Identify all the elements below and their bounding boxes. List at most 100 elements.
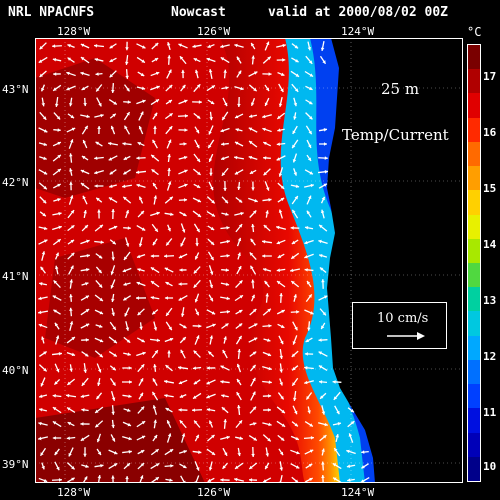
current-vector-head: [52, 436, 56, 440]
current-vector-head: [85, 295, 89, 299]
current-vector-head: [69, 368, 73, 372]
current-vector-head: [178, 282, 182, 286]
current-vector-head: [308, 463, 313, 468]
current-vector-head: [206, 57, 211, 62]
current-vector-head: [263, 156, 267, 160]
current-vector-head: [207, 44, 212, 48]
current-vector-head: [323, 295, 328, 299]
current-vector-head: [276, 240, 281, 245]
current-vector-head: [323, 128, 327, 132]
current-vector-head: [68, 452, 72, 457]
current-vector-head: [209, 420, 213, 424]
current-vector-head: [249, 252, 254, 256]
current-vector-head: [321, 475, 325, 479]
model-title: NRL NPACNFS: [8, 5, 95, 20]
colorbar-segment: [468, 69, 480, 94]
current-vector-head: [150, 295, 154, 300]
current-vector-head: [83, 453, 87, 457]
current-vector-head: [170, 212, 174, 217]
current-vector-head: [140, 450, 145, 454]
current-vector-head: [86, 253, 90, 258]
current-vector-head: [80, 43, 85, 48]
current-vector-head: [267, 56, 271, 61]
current-vector-head: [195, 129, 200, 134]
lat-label: 43°N: [2, 83, 29, 96]
current-vector-head: [237, 405, 241, 409]
current-vector-head: [198, 450, 202, 454]
current-vector-head: [81, 156, 86, 160]
current-vector-head: [206, 381, 211, 385]
current-vector-head: [210, 256, 214, 261]
current-vector-head: [41, 465, 45, 470]
current-vector-head: [111, 424, 115, 429]
current-vector-head: [99, 310, 104, 315]
current-vector-head: [324, 422, 328, 427]
current-vector-head: [152, 378, 156, 382]
current-vector-head: [178, 254, 183, 259]
current-vector-head: [292, 209, 296, 214]
current-vector-head: [94, 156, 98, 160]
current-vector-head: [69, 102, 73, 107]
current-vector-head: [123, 196, 127, 201]
current-vector-head: [278, 209, 283, 213]
current-vector-head: [136, 183, 140, 188]
current-vector-head: [207, 478, 212, 482]
current-vector-head: [276, 225, 280, 230]
current-vector-head: [126, 112, 130, 116]
current-vector-head: [167, 350, 171, 354]
coastline-land: [327, 38, 463, 483]
current-vector-head: [184, 169, 188, 173]
current-vector-head: [252, 364, 256, 369]
current-vector-head: [81, 408, 85, 412]
current-vector-head: [309, 116, 313, 120]
current-vector-head: [43, 142, 47, 147]
current-vector-head: [264, 280, 268, 285]
current-vector-head: [240, 211, 244, 216]
current-vector-head: [38, 296, 42, 301]
current-vector-head: [123, 171, 127, 175]
current-vector-head: [182, 324, 187, 329]
current-vector-head: [280, 395, 284, 400]
current-vector-head: [304, 352, 308, 356]
current-vector-head: [309, 86, 313, 91]
current-vector-head: [268, 422, 272, 427]
current-vector-head: [164, 379, 168, 384]
current-vector-head: [196, 467, 200, 471]
current-vector-head: [69, 321, 74, 325]
colorbar-tick: 13: [483, 294, 497, 307]
current-vector-head: [126, 87, 130, 92]
current-vector-head: [112, 326, 116, 330]
current-vector-head: [279, 467, 284, 471]
current-vector-head: [180, 242, 184, 247]
current-vector-head: [140, 210, 144, 215]
current-vector-head: [309, 449, 314, 453]
current-vector-head: [234, 171, 239, 175]
current-vector-head: [164, 296, 168, 300]
current-vector-head: [308, 130, 312, 135]
current-vector-head: [123, 256, 128, 260]
current-vector-head: [41, 336, 45, 340]
current-vector-head: [294, 45, 299, 49]
current-vector-head: [295, 436, 299, 441]
current-vector-head: [294, 423, 298, 427]
colorbar-segment: [468, 263, 480, 288]
current-vector-head: [55, 368, 60, 373]
current-vector-head: [58, 478, 62, 482]
current-vector-head: [276, 157, 281, 161]
current-vector-head: [294, 479, 299, 483]
current-vector-head: [249, 465, 253, 469]
current-vector-head: [140, 364, 145, 368]
current-vector-head: [123, 282, 127, 286]
current-vector-head: [97, 475, 102, 479]
current-vector-head: [319, 380, 323, 384]
current-vector-head: [155, 449, 159, 453]
current-vector-head: [238, 266, 242, 270]
current-vector-head: [96, 197, 100, 202]
current-vector-head: [96, 88, 100, 92]
current-vector-head: [166, 42, 171, 46]
current-vector-head: [69, 195, 74, 199]
current-vector-head: [84, 353, 89, 357]
current-vector-head: [307, 47, 312, 51]
current-vector-head: [236, 363, 241, 368]
current-vector-head: [71, 466, 75, 470]
